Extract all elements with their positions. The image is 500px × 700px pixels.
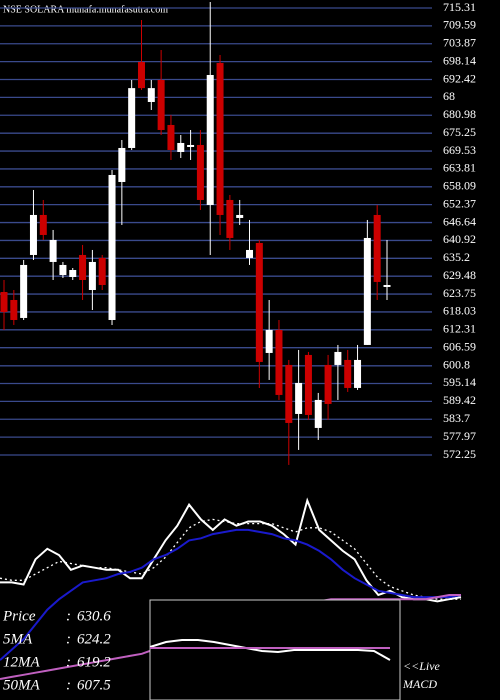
macd-title: MACD [402, 677, 437, 691]
candle-body [147, 88, 155, 102]
candle-body [196, 144, 204, 200]
y-tick-label: 572.25 [443, 447, 476, 461]
y-tick-label: 675.25 [443, 125, 476, 139]
candle-body [157, 79, 165, 130]
candle-body [344, 359, 352, 388]
legend-name: 12MA [3, 654, 40, 670]
legend-separator: : [66, 677, 71, 693]
y-tick-label: 623.75 [443, 286, 476, 300]
legend-separator: : [66, 631, 71, 647]
y-tick-label: 698.14 [443, 53, 476, 67]
legend-separator: : [66, 654, 71, 670]
candle-body [206, 74, 214, 205]
candle-body [118, 147, 126, 182]
candle-body [177, 142, 185, 152]
y-tick-label: 612.31 [443, 322, 476, 336]
candle-body [187, 144, 195, 147]
candle-body [236, 214, 244, 218]
y-tick-label: 680.98 [443, 107, 476, 121]
y-tick-label: 692.42 [443, 71, 476, 85]
candle-body [363, 237, 371, 345]
y-tick-label: 715.31 [443, 0, 476, 14]
candle-body [0, 291, 8, 312]
y-tick-label: 703.87 [443, 35, 476, 49]
y-tick-label: 618.03 [443, 304, 476, 318]
legend-value: 630.6 [77, 608, 111, 624]
candle-body [167, 124, 175, 150]
legend-name: 5MA [3, 631, 33, 647]
y-tick-label: 68 [443, 89, 455, 103]
legend-name: 50MA [3, 677, 40, 693]
candle-body [216, 62, 224, 215]
y-tick-label: 652.37 [443, 196, 476, 210]
candle-body [79, 254, 87, 280]
y-tick-label: 606.59 [443, 339, 476, 353]
candle-body [324, 364, 332, 404]
candle-body [49, 239, 57, 262]
candle-body [88, 261, 96, 290]
candle-body [354, 359, 362, 388]
y-tick-label: 709.59 [443, 18, 476, 32]
candle-body [373, 214, 381, 282]
candle-body [334, 351, 342, 365]
y-tick-label: 589.42 [443, 393, 476, 407]
candle-body [137, 61, 145, 89]
y-tick-label: 658.09 [443, 179, 476, 193]
y-tick-label: 583.7 [443, 411, 470, 425]
candle-body [69, 269, 77, 277]
legend-name: Price [2, 608, 36, 624]
candle-body [304, 354, 312, 415]
y-tick-label: 600.8 [443, 358, 470, 372]
candle-body [226, 199, 234, 238]
candle-body [275, 329, 283, 395]
indicator-line [0, 528, 462, 661]
candle-body [383, 284, 391, 287]
candle-body [265, 329, 273, 353]
indicator-line [0, 497, 462, 603]
candle-body [29, 214, 37, 255]
candle-body [314, 399, 322, 428]
legend-value: 607.5 [77, 677, 111, 693]
legend-value: 619.2 [77, 654, 111, 670]
candle-body [39, 214, 47, 235]
y-tick-label: 646.64 [443, 214, 476, 228]
y-tick-label: 663.81 [443, 161, 476, 175]
legend-value: 624.2 [77, 631, 111, 647]
macd-line [149, 639, 391, 661]
candle-body [59, 264, 67, 275]
y-tick-label: 635.2 [443, 250, 470, 264]
legend-separator: : [66, 608, 71, 624]
candle-body [10, 299, 18, 320]
candle-body [255, 242, 263, 362]
y-tick-label: 595.14 [443, 375, 476, 389]
indicator-line [0, 518, 461, 600]
y-tick-label: 640.92 [443, 232, 476, 246]
y-tick-label: 669.53 [443, 143, 476, 157]
candle-body [20, 264, 28, 318]
candle-body [246, 249, 254, 258]
candle-body [108, 174, 116, 320]
candle-body [98, 257, 106, 285]
candle-body [285, 364, 293, 423]
candle-body [128, 88, 136, 148]
y-tick-label: 629.48 [443, 268, 476, 282]
chart-title: NSE SOLARA munafa.munafasutra.com [3, 4, 168, 15]
y-tick-label: 577.97 [443, 429, 476, 443]
macd-annotation: <<Live [403, 659, 441, 673]
candle-body [295, 382, 303, 414]
